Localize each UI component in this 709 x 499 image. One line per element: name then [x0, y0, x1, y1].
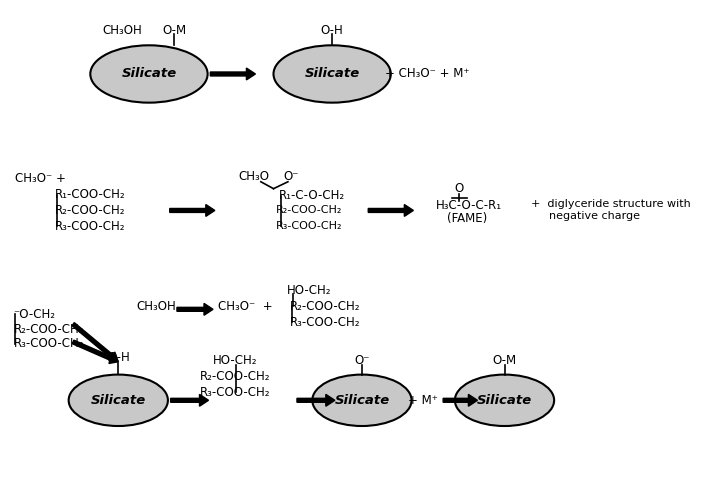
Text: R₂-COO-CH₂: R₂-COO-CH₂	[55, 204, 125, 217]
Text: HO-CH₂: HO-CH₂	[213, 354, 258, 367]
FancyArrow shape	[443, 394, 477, 406]
FancyArrow shape	[297, 394, 335, 406]
Text: Silicate: Silicate	[477, 394, 532, 407]
Text: Silicate: Silicate	[91, 394, 146, 407]
FancyArrow shape	[169, 205, 215, 217]
FancyArrow shape	[211, 68, 255, 80]
Text: ⁻O-CH₂: ⁻O-CH₂	[13, 308, 55, 321]
Text: CH₃O: CH₃O	[238, 170, 269, 183]
Text: O-M: O-M	[162, 24, 186, 37]
Text: R₁-COO-CH₂: R₁-COO-CH₂	[55, 188, 125, 201]
Text: O-M: O-M	[493, 354, 517, 367]
Text: R₃-COO-CH₂: R₃-COO-CH₂	[290, 316, 360, 329]
Text: R₃-COO-CH₂: R₃-COO-CH₂	[55, 220, 125, 233]
Text: CH₃OH: CH₃OH	[136, 300, 176, 313]
FancyArrow shape	[171, 394, 208, 406]
FancyArrow shape	[368, 205, 413, 217]
FancyArrow shape	[72, 340, 118, 363]
Text: R₃-COO-CH₂: R₃-COO-CH₂	[13, 337, 84, 350]
Text: O⁻: O⁻	[284, 170, 299, 183]
Text: R₂-COO-CH₂: R₂-COO-CH₂	[201, 370, 271, 383]
Ellipse shape	[312, 375, 411, 426]
Text: HO-CH₂: HO-CH₂	[287, 284, 332, 297]
Text: O: O	[454, 182, 464, 195]
Text: Silicate: Silicate	[335, 394, 389, 407]
Text: O⁻: O⁻	[354, 354, 369, 367]
FancyArrow shape	[177, 303, 213, 315]
Text: O-H: O-H	[320, 24, 344, 37]
Text: + CH₃O⁻ + M⁺: + CH₃O⁻ + M⁺	[385, 67, 469, 80]
Text: +  diglyceride structure with: + diglyceride structure with	[530, 199, 691, 209]
Text: Silicate: Silicate	[121, 67, 177, 80]
Ellipse shape	[455, 375, 554, 426]
Text: R₂-COO-CH₂: R₂-COO-CH₂	[13, 323, 84, 336]
Text: CH₃OH: CH₃OH	[102, 24, 142, 37]
Text: Silicate: Silicate	[305, 67, 359, 80]
Text: + M⁺: + M⁺	[408, 394, 438, 407]
Text: (FAME): (FAME)	[447, 212, 487, 225]
Ellipse shape	[69, 375, 168, 426]
Text: CH₃O⁻ +: CH₃O⁻ +	[16, 172, 66, 185]
Text: R₃-COO-CH₂: R₃-COO-CH₂	[277, 221, 342, 231]
Text: R₂-COO-CH₂: R₂-COO-CH₂	[290, 300, 360, 313]
FancyArrow shape	[72, 322, 118, 362]
Text: negative charge: negative charge	[549, 212, 640, 222]
Text: R₃-COO-CH₂: R₃-COO-CH₂	[201, 386, 271, 399]
Text: H₃C-O-C-R₁: H₃C-O-C-R₁	[436, 199, 502, 212]
Text: CH₃O⁻  +: CH₃O⁻ +	[218, 300, 272, 313]
Ellipse shape	[274, 45, 391, 103]
Text: R₁-C-O-CH₂: R₁-C-O-CH₂	[279, 189, 345, 202]
Ellipse shape	[90, 45, 208, 103]
Text: R₂-COO-CH₂: R₂-COO-CH₂	[277, 206, 342, 216]
Text: O-H: O-H	[107, 351, 130, 364]
